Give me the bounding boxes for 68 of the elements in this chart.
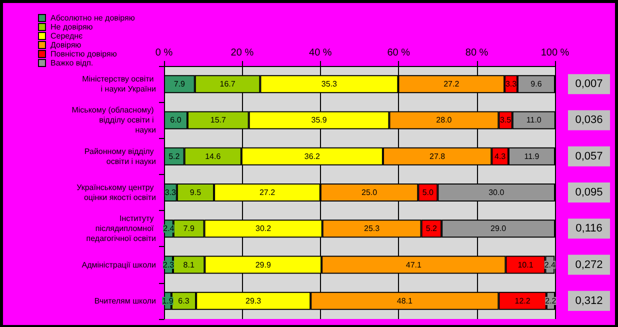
data-label: 36.2 (304, 152, 321, 161)
data-label: 2.3 (162, 260, 175, 270)
data-label: 30.0 (488, 188, 505, 197)
data-label: 7.9 (174, 80, 186, 89)
data-label: 27.8 (430, 152, 446, 161)
data-label: 11.0 (526, 116, 542, 125)
x-tick-label: 20 % (230, 48, 254, 58)
data-label: 6.3 (178, 296, 190, 306)
data-label: 48.1 (396, 296, 413, 306)
data-label: 47.1 (406, 260, 422, 270)
data-label: 14.6 (205, 152, 222, 161)
data-label: 1.9 (162, 296, 174, 306)
data-label: 9.5 (190, 188, 202, 197)
text: 0,007 (575, 78, 603, 90)
legend-label: Абсолютно не довіряю (50, 14, 135, 22)
text: 0,057 (575, 150, 603, 162)
data-label: 9.6 (530, 80, 542, 89)
x-tick-label: 60 % (387, 48, 410, 58)
data-label: 11.9 (524, 152, 540, 161)
data-label: 25.0 (361, 188, 378, 197)
data-label: 2.4 (544, 260, 556, 270)
x-tick-label: 40 % (309, 48, 332, 58)
data-label: 7.9 (183, 224, 195, 234)
legend-label: Не довіряю (50, 22, 93, 32)
text: 0,095 (575, 186, 603, 198)
data-label: 27.2 (444, 80, 460, 89)
data-label: 2.2 (545, 296, 557, 306)
data-label: 5.2 (168, 152, 180, 161)
y-tick-label: Інституту післядипломної педагогічної освіти (86, 214, 156, 244)
legend-label: Повністю довіряю (50, 50, 117, 58)
data-label: 27.2 (259, 188, 276, 197)
text: 0,272 (575, 258, 603, 271)
data-label: 16.7 (220, 80, 236, 89)
data-label: 3.3 (164, 188, 177, 197)
legend-label: Важко відп. (50, 58, 94, 68)
legend-label: Довіряю (50, 40, 82, 50)
data-label: 2.4 (163, 224, 175, 234)
data-label: 3.5 (500, 116, 512, 125)
data-label: 28.0 (436, 116, 452, 125)
data-label: 15.7 (210, 116, 226, 125)
data-label: 25.3 (364, 224, 380, 234)
text: 0,312 (575, 294, 603, 307)
data-label: 29.3 (246, 296, 262, 306)
data-label: 5.0 (422, 188, 434, 197)
y-tick-label: Міському (обласному) відділу освіти і науки (72, 106, 156, 135)
data-label: 29.0 (490, 224, 507, 234)
data-label: 12.2 (514, 296, 531, 306)
data-label: 35.9 (311, 116, 328, 125)
y-tick-label: Вчителям школи (94, 296, 156, 306)
data-label: 4.3 (494, 152, 506, 161)
data-label: 8.1 (183, 260, 195, 270)
y-tick-label: Українському центру оцінки якості освіти (76, 183, 156, 202)
data-label: 35.3 (321, 80, 338, 89)
text: 0,036 (575, 114, 603, 126)
data-label: 3.3 (505, 80, 518, 89)
x-tick-label: 100 % (540, 48, 570, 58)
data-label: 29.9 (255, 260, 272, 270)
y-tick-label: Районному відділу освіти і науки (84, 146, 156, 166)
text: 0,116 (576, 222, 602, 235)
y-tick-label: Міністерству освіти і науки України (82, 74, 156, 94)
y-tick-label: Адміністрації школи (82, 260, 156, 270)
x-tick-label: 80 % (465, 48, 488, 58)
x-tick-label: 0 % (155, 48, 173, 58)
data-label: 30.2 (256, 224, 272, 234)
data-label: 10.1 (518, 260, 534, 270)
data-label: 5.2 (426, 224, 438, 234)
legend-label: Середнє (50, 32, 83, 40)
data-label: 6.0 (170, 116, 182, 125)
